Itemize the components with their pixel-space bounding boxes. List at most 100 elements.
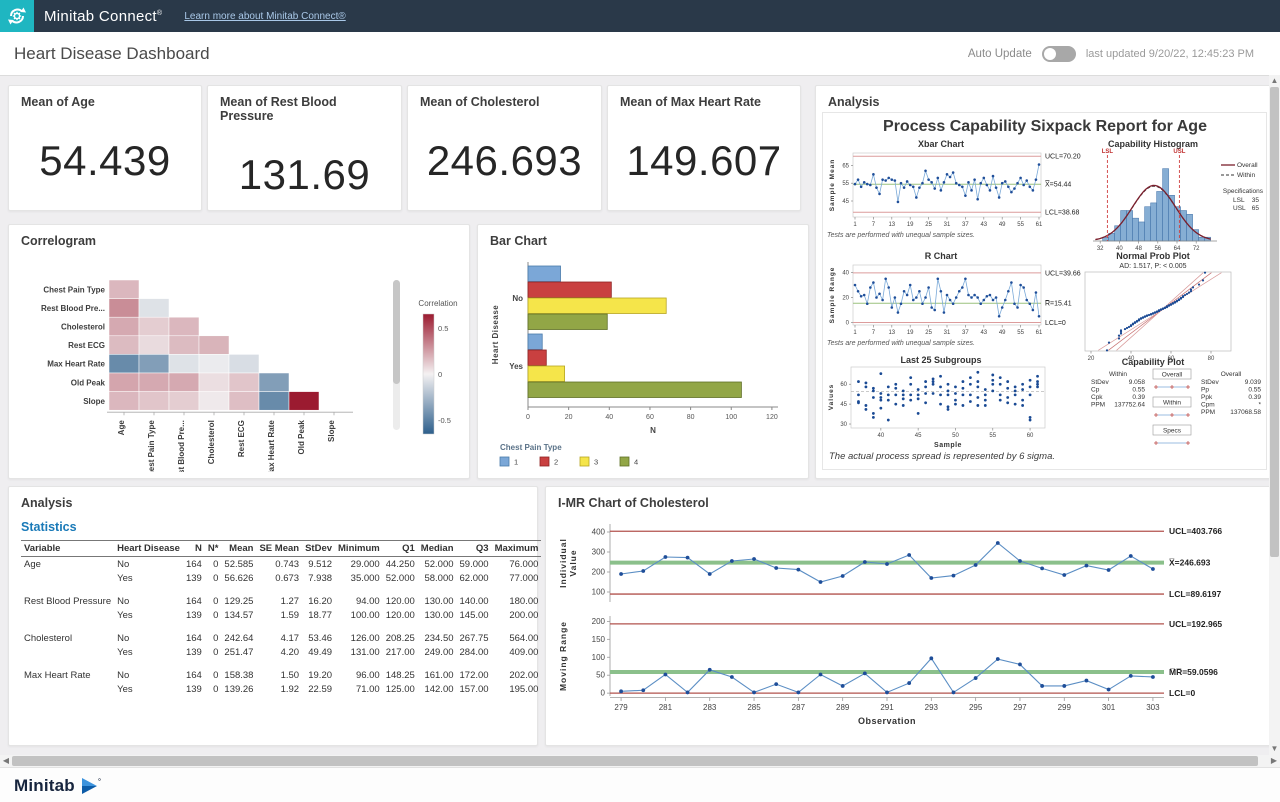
svg-text:285: 285 [747,703,761,712]
svg-text:Tests are performed with unequ: Tests are performed with unequal sample … [827,232,975,239]
svg-text:AD: 1.517, P: < 0.005: AD: 1.517, P: < 0.005 [1119,263,1186,270]
table-cell: 142.00 [418,682,457,696]
table-cell: 409.00 [492,645,542,659]
imr-control-chart[interactable]: 100200300400UCL=403.766X̅=246.693LCL=89.… [552,514,1267,739]
table-cell: No [114,668,183,682]
svg-text:279: 279 [614,703,628,712]
svg-text:Rest Blood Pre...: Rest Blood Pre... [177,420,186,472]
svg-text:Pp: Pp [1201,387,1209,394]
table-cell: 139 [183,571,205,585]
svg-text:19: 19 [907,222,914,228]
table-cell: 249.00 [418,645,457,659]
table-cell: 0.743 [256,557,302,572]
table-cell: 7.938 [302,571,335,585]
table-cell: 120.00 [383,594,418,608]
scroll-up-arrow-icon[interactable]: ▲ [1269,75,1280,87]
svg-text:65: 65 [842,163,849,169]
page-footer: Minitab [0,767,1280,802]
table-cell: 59.000 [457,557,492,572]
svg-text:*: * [1258,402,1261,409]
table-cell: 195.00 [492,682,542,696]
card-value: 54.439 [9,137,201,185]
vertical-scrollbar[interactable]: ▲ ▼ [1269,75,1280,755]
svg-text:303: 303 [1146,703,1160,712]
statistics-heading[interactable]: Statistics [9,512,537,536]
svg-text:291: 291 [880,703,894,712]
column-header: StDev [302,541,335,557]
horizontal-scrollbar-thumb[interactable] [12,756,1258,766]
scroll-right-arrow-icon[interactable]: ▶ [1268,755,1280,767]
table-cell: 148.25 [383,668,418,682]
statistics-table-header: VariableHeart DiseaseNN*MeanSE MeanStDev… [21,541,541,557]
svg-text:Tests are performed with unequ: Tests are performed with unequal sample … [827,340,975,347]
process-capability-sixpack[interactable]: Process Capability Sixpack Report for Ag… [823,113,1266,463]
table-cell: 58.000 [418,571,457,585]
table-cell: 1.59 [256,608,302,622]
horizontal-scrollbar[interactable]: ◀ ▶ [0,755,1280,767]
svg-text:LCL=0: LCL=0 [1169,688,1195,698]
svg-text:80: 80 [687,414,695,421]
svg-text:USL: USL [1233,205,1246,212]
svg-text:45: 45 [842,199,849,205]
table-cell: 22.59 [302,682,335,696]
svg-text:Sample: Sample [934,442,962,449]
table-row: Max Heart RateNo1640158.381.5019.2096.00… [21,668,541,682]
svg-text:Max Heart Rate: Max Heart Rate [47,360,105,369]
table-cell: 139 [183,608,205,622]
svg-text:60: 60 [1027,433,1034,439]
svg-text:LCL=38.68: LCL=38.68 [1045,210,1080,217]
top-navbar: Minitab Connect® Learn more about Minita… [0,0,1280,32]
svg-text:Ppk: Ppk [1201,394,1213,401]
svg-text:Last 25 Subgroups: Last 25 Subgroups [900,355,981,365]
correlogram-title: Correlogram [9,225,469,250]
svg-text:No: No [512,294,523,303]
scroll-down-arrow-icon[interactable]: ▼ [1269,743,1280,755]
svg-text:Rest ECG: Rest ECG [237,420,246,457]
svg-text:293: 293 [925,703,939,712]
table-cell: 77.000 [492,571,542,585]
table-cell: 4.17 [256,631,302,645]
scroll-left-arrow-icon[interactable]: ◀ [0,755,12,767]
svg-text:50: 50 [596,671,605,680]
vertical-scrollbar-thumb[interactable] [1270,87,1279,557]
svg-text:UCL=39.66: UCL=39.66 [1045,270,1081,277]
table-cell: 131.00 [335,645,383,659]
correlogram-heatmap[interactable]: Chest Pain TypeRest Blood Pre...Choleste… [17,252,461,472]
table-cell: 0 [205,668,222,682]
svg-text:R̅=15.41: R̅=15.41 [1044,300,1071,308]
svg-text:61: 61 [1036,222,1043,228]
svg-text:LSL: LSL [1102,149,1114,155]
svg-text:37: 37 [962,330,969,336]
table-row: Yes1390251.474.2049.49131.00217.00249.00… [21,645,541,659]
svg-text:StDev: StDev [1201,379,1219,386]
table-cell: 52.585 [221,557,256,572]
svg-text:4: 4 [634,458,638,467]
svg-text:100: 100 [592,653,606,662]
minitab-chevron-icon [80,777,102,795]
table-row: Rest Blood PressureNo1640129.251.2716.20… [21,594,541,608]
svg-text:45: 45 [840,402,847,408]
table-row: Yes1390134.571.5918.77100.00120.00130.00… [21,608,541,622]
table-cell: 0 [205,594,222,608]
table-cell: 234.50 [418,631,457,645]
auto-update-toggle[interactable] [1042,46,1076,62]
svg-text:Age: Age [117,420,126,436]
svg-text:287: 287 [792,703,806,712]
svg-text:Individual: Individual [558,538,568,588]
minitab-connect-logo-icon[interactable] [0,0,34,32]
svg-text:25: 25 [925,330,932,336]
card-value: 131.69 [208,151,401,199]
table-cell: 0 [205,557,222,572]
svg-text:49: 49 [999,222,1006,228]
svg-text:0: 0 [846,321,850,327]
svg-text:Normal Prob Plot: Normal Prob Plot [1116,251,1190,261]
svg-text:40: 40 [605,414,613,421]
card-title: Mean of Cholesterol [408,86,601,111]
table-cell: 16.20 [302,594,335,608]
bar-chart[interactable]: 020406080100120NHeart DiseaseNoYesChest … [486,252,796,477]
table-cell: 29.000 [335,557,383,572]
table-cell: 145.00 [457,608,492,622]
svg-text:200: 200 [592,568,606,577]
learn-more-link[interactable]: Learn more about Minitab Connect® [184,11,345,22]
statistics-analysis-panel: Analysis Statistics VariableHeart Diseas… [8,486,538,746]
